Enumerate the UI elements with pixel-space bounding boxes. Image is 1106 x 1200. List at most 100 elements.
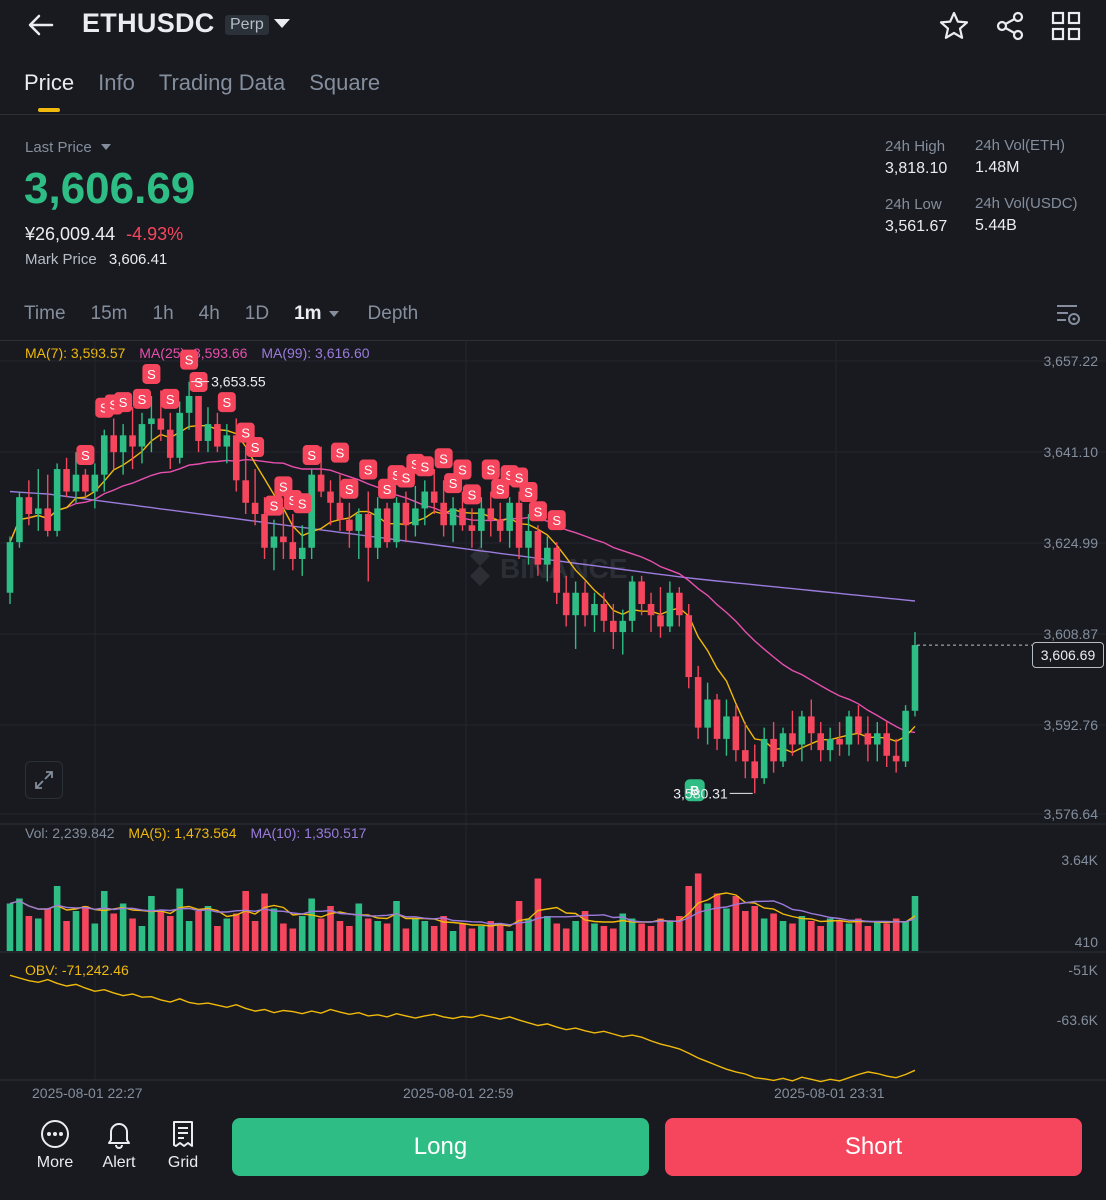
volume-bar bbox=[176, 888, 183, 951]
mark-price-value: 3,606.41 bbox=[108, 251, 168, 268]
tf-1d[interactable]: 1D bbox=[244, 303, 270, 324]
last-price-label[interactable]: Last Price bbox=[25, 139, 112, 156]
tf-1m[interactable]: 1m bbox=[294, 303, 322, 324]
sell-marker-label: S bbox=[534, 504, 543, 519]
sell-marker bbox=[217, 392, 236, 413]
tf-4h[interactable]: 4h bbox=[198, 303, 220, 324]
candle-body bbox=[883, 733, 891, 756]
volume-bar bbox=[119, 903, 127, 951]
more-button[interactable]: More bbox=[25, 1118, 85, 1172]
volume-bar bbox=[751, 906, 759, 951]
volume-bar bbox=[666, 921, 674, 951]
volume-bar bbox=[883, 923, 891, 951]
volume-bar bbox=[383, 923, 391, 951]
candle-body bbox=[129, 435, 136, 447]
candle-body bbox=[779, 733, 787, 762]
candle-body bbox=[53, 469, 61, 531]
buy-marker bbox=[684, 779, 705, 802]
low-marker-label: 3,580.31 bbox=[673, 785, 728, 801]
sell-marker-label: S bbox=[222, 395, 231, 410]
candle-body bbox=[647, 603, 655, 616]
candle-body bbox=[506, 502, 513, 531]
volume-bar bbox=[713, 893, 721, 951]
tf-depth[interactable]: Depth bbox=[367, 303, 419, 324]
back-arrow-icon[interactable] bbox=[26, 10, 56, 45]
candle-body bbox=[657, 615, 664, 627]
last-price-value: 3,606.69 bbox=[24, 164, 196, 213]
tab-trading-data[interactable]: Trading Data bbox=[158, 70, 286, 95]
sell-marker-label: S bbox=[552, 513, 561, 528]
alert-button[interactable]: Alert bbox=[89, 1118, 149, 1172]
tf-15m[interactable]: 15m bbox=[90, 303, 128, 324]
volume-bar bbox=[619, 913, 627, 951]
candle-body bbox=[619, 620, 627, 633]
low-value: 3,561.67 bbox=[885, 218, 948, 235]
volume-bar bbox=[591, 923, 598, 951]
sell-marker-label: S bbox=[279, 479, 288, 494]
volume-bar bbox=[808, 921, 815, 951]
volume-bar bbox=[864, 926, 872, 951]
volume-bar bbox=[421, 921, 429, 951]
vol-ma10-line bbox=[9, 900, 916, 926]
sell-marker bbox=[340, 478, 359, 499]
candle-body bbox=[760, 738, 768, 779]
volume-bar bbox=[44, 908, 52, 951]
ma7-label: MA(7): 3,593.57 bbox=[25, 345, 126, 361]
tf-time[interactable]: Time bbox=[24, 303, 66, 324]
grid-apps-icon[interactable] bbox=[1050, 10, 1082, 47]
sell-marker-label: S bbox=[449, 476, 458, 491]
candle-body bbox=[383, 508, 391, 543]
candle-body bbox=[855, 716, 862, 734]
candle-body bbox=[892, 755, 900, 762]
chart-top-divider bbox=[0, 340, 1106, 341]
chart-settings-icon[interactable] bbox=[1055, 303, 1081, 332]
volume-bar bbox=[657, 918, 664, 951]
candle-body bbox=[628, 581, 636, 621]
chevron-down-icon[interactable] bbox=[272, 16, 292, 37]
chevron-down-icon[interactable] bbox=[328, 309, 340, 319]
candle-body bbox=[478, 508, 485, 531]
tab-price[interactable]: Price bbox=[24, 70, 75, 112]
volume-bar bbox=[82, 906, 89, 951]
tab-info[interactable]: Info bbox=[98, 70, 135, 95]
long-button[interactable]: Long bbox=[232, 1118, 649, 1176]
chart-grid bbox=[0, 340, 1106, 1081]
vol-label: Vol: 2,239.842 bbox=[25, 825, 115, 841]
volume-bar bbox=[129, 918, 136, 951]
vol-indicators: Vol: 2,239.842 MA(5): 1,473.564 MA(10): … bbox=[25, 825, 366, 841]
volume-bar bbox=[232, 913, 240, 951]
tf-1h[interactable]: 1h bbox=[152, 303, 174, 324]
obv-label: OBV: -71,242.46 bbox=[25, 962, 129, 978]
volume-bar bbox=[600, 926, 608, 951]
candle-body bbox=[261, 514, 268, 548]
expand-icon[interactable] bbox=[25, 761, 63, 799]
obv-axis-top: -51K bbox=[1068, 962, 1098, 978]
volume-bar bbox=[581, 911, 589, 951]
volume-bar bbox=[610, 928, 617, 951]
grid-button[interactable]: Grid bbox=[153, 1118, 213, 1172]
vol-eth-value: 1.48M bbox=[975, 159, 1020, 176]
volume-bar bbox=[298, 916, 306, 951]
candle-body bbox=[873, 733, 881, 745]
sell-marker-label: S bbox=[336, 446, 345, 461]
star-icon[interactable] bbox=[938, 10, 970, 47]
volume-bar bbox=[478, 926, 485, 951]
candle-body bbox=[836, 738, 843, 745]
bell-icon bbox=[89, 1118, 149, 1150]
short-button[interactable]: Short bbox=[665, 1118, 1082, 1176]
time-axis-1: 2025-08-01 22:27 bbox=[32, 1085, 143, 1101]
volume-bar bbox=[204, 906, 212, 951]
ma-indicators: MA(7): 3,593.57 MA(25): 3,593.66 MA(99):… bbox=[25, 345, 370, 361]
volume-bar bbox=[562, 928, 570, 951]
symbol-title[interactable]: ETHUSDC bbox=[82, 8, 215, 38]
sell-marker-label: S bbox=[81, 448, 90, 463]
sell-marker-label: S bbox=[411, 457, 420, 472]
more-icon bbox=[25, 1118, 85, 1150]
candle-body bbox=[600, 603, 608, 621]
volume-bar bbox=[902, 921, 909, 951]
vol-axis-bottom: 410 bbox=[1074, 934, 1098, 950]
time-axis-3: 2025-08-01 23:31 bbox=[774, 1085, 885, 1101]
share-icon[interactable] bbox=[994, 10, 1026, 47]
tab-square[interactable]: Square bbox=[309, 70, 381, 95]
